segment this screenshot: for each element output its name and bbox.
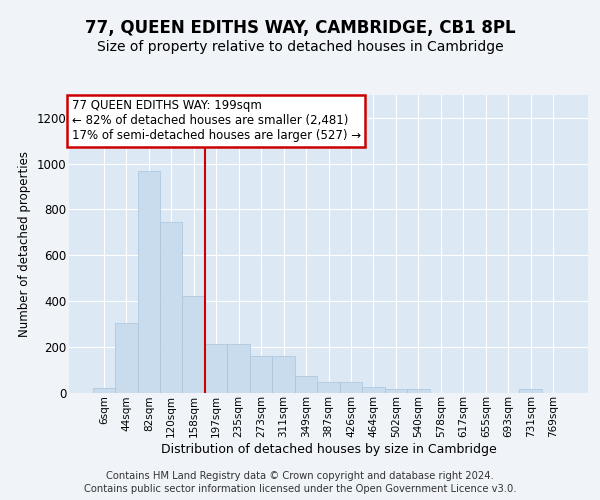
Bar	[407, 389, 430, 392]
Bar	[115, 322, 137, 392]
Bar	[385, 389, 407, 392]
Bar	[250, 356, 272, 393]
Bar	[340, 382, 362, 392]
Y-axis label: Number of detached properties: Number of detached properties	[18, 151, 31, 337]
X-axis label: Distribution of detached houses by size in Cambridge: Distribution of detached houses by size …	[161, 443, 496, 456]
Text: Size of property relative to detached houses in Cambridge: Size of property relative to detached ho…	[97, 40, 503, 54]
Bar	[137, 170, 160, 392]
Bar	[520, 389, 542, 392]
Bar	[205, 344, 227, 393]
Text: 77 QUEEN EDITHS WAY: 199sqm
← 82% of detached houses are smaller (2,481)
17% of : 77 QUEEN EDITHS WAY: 199sqm ← 82% of det…	[71, 100, 361, 142]
Bar	[227, 344, 250, 393]
Bar	[317, 382, 340, 392]
Bar	[295, 376, 317, 392]
Text: Contains public sector information licensed under the Open Government Licence v3: Contains public sector information licen…	[84, 484, 516, 494]
Bar	[182, 296, 205, 392]
Bar	[92, 388, 115, 392]
Bar	[362, 387, 385, 392]
Bar	[272, 356, 295, 393]
Text: Contains HM Land Registry data © Crown copyright and database right 2024.: Contains HM Land Registry data © Crown c…	[106, 471, 494, 481]
Bar	[160, 222, 182, 392]
Text: 77, QUEEN EDITHS WAY, CAMBRIDGE, CB1 8PL: 77, QUEEN EDITHS WAY, CAMBRIDGE, CB1 8PL	[85, 19, 515, 37]
